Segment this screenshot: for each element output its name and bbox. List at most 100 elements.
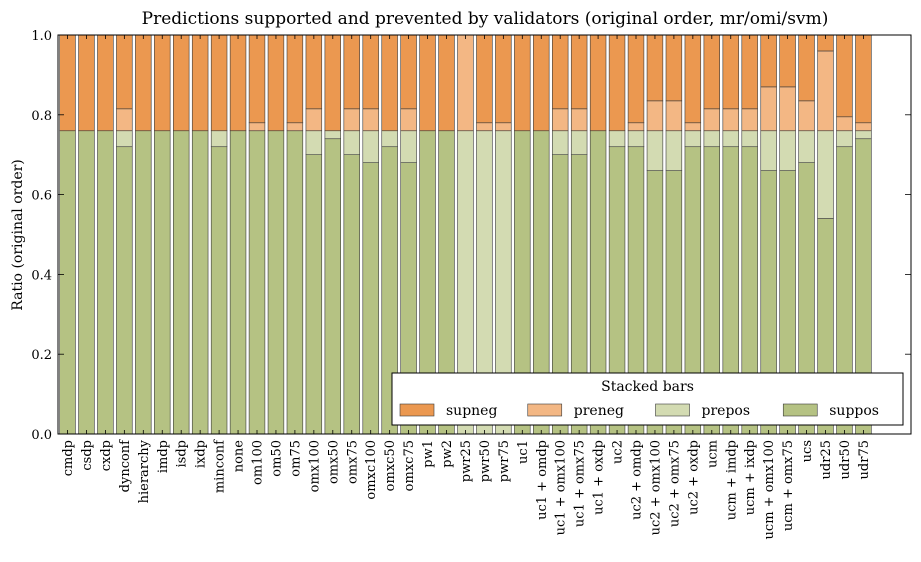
bar-preneg-30: [627, 122, 645, 132]
bar-suppos-2: [97, 130, 114, 435]
bar-prepos-34: [703, 130, 721, 148]
bar-preneg-12: [286, 122, 304, 132]
bar-supneg-34: [703, 34, 721, 110]
x-tick-label: minconf: [213, 439, 228, 493]
axes-group: cmdp csdp cxdp dynconf hierarchy imdp isdp ixdp…: [31, 29, 912, 539]
bar-suppos-7: [191, 130, 209, 435]
bar-preneg-22: [476, 122, 493, 132]
x-tick-label: om75: [288, 440, 303, 477]
x-tick-label: hierarchy: [137, 439, 152, 503]
bar-preneg-41: [836, 116, 853, 132]
x-tick-label: uc1 + omdp: [535, 440, 550, 520]
bar-preneg-16: [362, 108, 379, 132]
bar-preneg-39: [798, 100, 815, 132]
bar-supneg-25: [533, 34, 550, 132]
bar-suppos-13: [305, 154, 323, 435]
x-tick-label: pwr25: [459, 440, 474, 482]
bar-supneg-30: [627, 34, 645, 124]
bar-prepos-31: [646, 130, 664, 171]
x-tick-label: omx100: [307, 440, 322, 492]
bar-supneg-9: [229, 34, 247, 132]
x-tick-label: pwr75: [497, 440, 512, 482]
bar-preneg-26: [551, 108, 569, 132]
bar-preneg-36: [741, 108, 758, 132]
x-tick-label: ucm + imdp: [724, 440, 739, 520]
legend-box: [391, 372, 904, 426]
legend: Stacked bars supneg preneg prepos suppos: [391, 372, 904, 426]
bar-suppos-12: [286, 130, 304, 435]
bar-preneg-23: [495, 122, 512, 132]
bar-supneg-26: [551, 34, 569, 110]
x-tick-label: uc1 + omx100: [554, 440, 569, 535]
bar-supneg-31: [646, 34, 664, 102]
bar-suppos-9: [229, 130, 247, 435]
bar-supneg-28: [589, 34, 607, 132]
bar-supneg-37: [760, 34, 777, 88]
x-tick-label: ixdp: [194, 440, 209, 468]
x-tick-label: isdp: [175, 440, 190, 467]
bar-preneg-33: [684, 122, 702, 132]
bars-group: [59, 34, 872, 435]
bar-preneg-27: [570, 108, 588, 132]
bar-supneg-16: [362, 34, 379, 110]
legend-swatch-supneg: [399, 403, 435, 417]
bar-preneg-34: [703, 108, 721, 132]
bar-preneg-35: [722, 108, 739, 132]
x-tick-label: udr75: [857, 440, 872, 479]
bar-supneg-0: [59, 34, 76, 132]
bar-supneg-35: [722, 34, 739, 110]
bar-supneg-2: [97, 34, 114, 132]
bar-prepos-37: [760, 130, 777, 171]
y-tick-label: 1.0: [31, 29, 52, 44]
bar-suppos-8: [210, 146, 228, 435]
bar-supneg-32: [665, 34, 683, 102]
bar-supneg-4: [135, 34, 152, 132]
x-tick-label: omxc100: [364, 440, 379, 500]
bar-supneg-11: [267, 34, 285, 132]
x-tick-label: dynconf: [118, 439, 133, 493]
bar-suppos-15: [343, 154, 360, 435]
bar-prepos-29: [608, 130, 626, 148]
x-tick-label: pw2: [440, 440, 455, 468]
bar-supneg-5: [154, 34, 171, 132]
legend-title: Stacked bars: [601, 379, 694, 395]
bar-supneg-42: [855, 34, 872, 124]
bar-supneg-20: [438, 34, 455, 132]
bar-suppos-16: [362, 162, 379, 435]
x-tick-label: omx75: [345, 440, 360, 484]
x-tick-label: uc1: [516, 440, 531, 464]
bar-supneg-41: [836, 34, 853, 118]
bar-preneg-13: [305, 108, 323, 132]
bar-prepos-17: [381, 130, 398, 148]
bar-supneg-12: [286, 34, 304, 124]
bar-preneg-42: [855, 122, 872, 132]
bar-suppos-1: [78, 130, 95, 435]
bar-preneg-3: [116, 108, 133, 132]
x-tick-label: ucm + omx75: [781, 440, 796, 531]
legend-swatch-preneg: [527, 403, 563, 417]
x-tick-label: om50: [269, 440, 284, 477]
bar-supneg-7: [191, 34, 209, 132]
bar-supneg-24: [514, 34, 531, 132]
bar-prepos-35: [722, 130, 739, 148]
x-tick-label: ucm + omx100: [762, 440, 777, 539]
x-tick-label: uc2 + oxdp: [686, 440, 701, 515]
x-tick-label: ucm + ixdp: [743, 440, 758, 515]
y-tick-label: 0.2: [31, 348, 52, 363]
bar-suppos-5: [154, 130, 171, 435]
legend-label-supneg: supneg: [446, 403, 497, 419]
y-tick-label: 0.8: [31, 109, 52, 124]
bar-prepos-13: [305, 130, 323, 155]
bar-prepos-16: [362, 130, 379, 163]
bar-prepos-38: [779, 130, 796, 171]
x-tick-label: uc1 + oxdp: [592, 440, 607, 515]
bar-prepos-41: [836, 130, 853, 148]
bar-preneg-40: [817, 50, 834, 132]
x-tick-label: cmdp: [61, 440, 76, 476]
x-tick-label: uc2 + omx75: [667, 440, 682, 527]
legend-label-preneg: preneg: [574, 403, 624, 419]
x-tick-label: imdp: [156, 440, 171, 473]
bar-suppos-3: [116, 146, 133, 435]
bar-supneg-36: [741, 34, 758, 110]
